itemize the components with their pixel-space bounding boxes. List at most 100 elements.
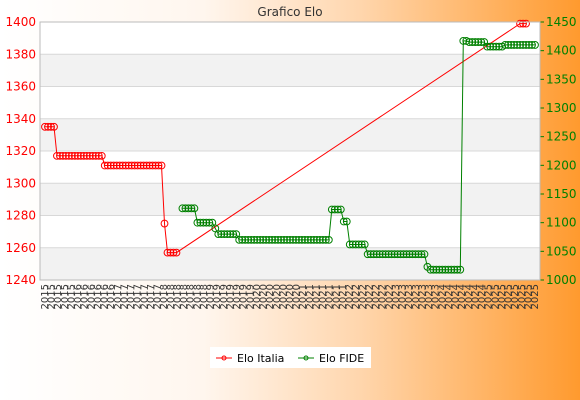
right-tick-label: 1400	[546, 44, 577, 58]
data-point-elo-italia	[41, 122, 49, 131]
data-point-elo-fide	[324, 235, 333, 244]
data-point-elo-fide	[357, 240, 366, 249]
x-tick-label: 2017	[146, 284, 157, 309]
grid-band	[40, 118, 540, 151]
x-tick-label: 2015	[47, 284, 58, 309]
data-point-elo-fide	[315, 235, 324, 244]
x-tick-label: 2018	[186, 284, 197, 309]
data-point-elo-fide	[304, 235, 312, 244]
x-tick-label: 2023	[417, 284, 428, 309]
data-point-elo-fide	[447, 265, 456, 274]
x-tick-label: 2021	[311, 284, 322, 309]
data-point-elo-fide	[336, 205, 345, 214]
data-point-elo-fide	[333, 205, 342, 214]
data-point-elo-fide	[429, 265, 438, 274]
data-point-elo-fide	[262, 235, 270, 244]
x-tick-label: 2016	[93, 284, 104, 309]
x-tick-label: 2022	[364, 284, 375, 309]
x-tick-label: 2021	[325, 284, 336, 309]
data-point-elo-italia	[151, 161, 160, 170]
x-tick-label: 2024	[451, 284, 462, 309]
data-point-elo-italia	[136, 161, 145, 170]
x-tick-label: 2025	[497, 284, 508, 309]
data-point-elo-fide	[438, 265, 447, 274]
data-point-elo-fide	[184, 204, 193, 213]
data-point-elo-fide	[390, 250, 399, 259]
x-tick-label: 2024	[464, 284, 475, 309]
data-point-elo-italia	[142, 161, 151, 170]
grid-band	[40, 22, 540, 55]
data-point-elo-fide	[474, 38, 483, 46]
data-point-elo-italia	[145, 161, 154, 170]
plot-background	[40, 22, 540, 280]
x-tick-label: 2019	[219, 284, 230, 309]
data-point-elo-fide	[321, 235, 330, 244]
data-point-elo-fide	[363, 250, 372, 259]
data-point-elo-fide	[405, 250, 414, 259]
data-point-elo-fide	[199, 218, 208, 227]
x-tick-label: 2018	[192, 284, 203, 309]
x-tick-label: 2022	[358, 284, 369, 309]
data-point-elo-fide	[360, 240, 369, 249]
x-tick-label: 2020	[265, 284, 276, 309]
x-tick-label: 2015	[40, 284, 51, 309]
legend-label-elo-italia: Elo Italia	[237, 352, 284, 365]
data-point-elo-fide	[247, 235, 256, 244]
data-point-elo-fide	[235, 235, 244, 244]
data-point-elo-italia	[79, 151, 88, 160]
x-tick-label: 2024	[457, 284, 468, 309]
data-point-elo-italia	[160, 219, 169, 228]
data-point-elo-fide	[471, 38, 480, 46]
data-point-elo-fide	[402, 250, 411, 259]
data-point-elo-fide	[531, 41, 539, 49]
x-tick-label: 2016	[106, 284, 117, 309]
left-tick-label: 1340	[5, 112, 36, 126]
data-point-elo-fide	[354, 240, 363, 249]
x-tick-label: 2018	[179, 284, 190, 309]
x-tick-label: 2017	[153, 284, 164, 309]
data-point-elo-fide	[241, 235, 250, 244]
data-point-elo-fide	[513, 41, 521, 49]
x-tick-label: 2023	[411, 284, 422, 309]
data-point-elo-fide	[381, 250, 390, 259]
data-point-elo-fide	[348, 240, 357, 249]
x-tick-label: 2019	[225, 284, 236, 309]
x-tick-label: 2016	[100, 284, 111, 309]
x-tick-label: 2020	[285, 284, 296, 309]
data-point-elo-fide	[214, 230, 223, 239]
data-point-elo-fide	[178, 204, 187, 213]
data-point-elo-italia	[121, 161, 130, 170]
x-tick-label: 2017	[133, 284, 144, 309]
left-tick-label: 1260	[5, 241, 36, 255]
grid-band	[40, 86, 540, 119]
left-tick-label: 1300	[5, 176, 36, 190]
grid-band	[40, 151, 540, 184]
data-point-elo-fide	[525, 41, 533, 49]
data-point-elo-fide	[229, 230, 238, 239]
data-point-elo-fide	[393, 250, 402, 259]
data-point-elo-italia	[133, 161, 142, 170]
x-tick-label: 2020	[272, 284, 283, 309]
data-point-elo-italia	[139, 161, 148, 170]
data-point-elo-fide	[292, 235, 300, 244]
data-point-elo-italia	[62, 151, 70, 160]
data-point-elo-italia	[56, 151, 64, 160]
data-point-elo-fide	[238, 235, 247, 244]
x-tick-label: 2017	[126, 284, 137, 309]
left-tick-label: 1280	[5, 209, 36, 223]
x-tick-label: 2015	[60, 284, 71, 309]
data-point-elo-italia	[97, 151, 106, 160]
data-point-elo-italia	[59, 151, 67, 160]
left-tick-label: 1360	[5, 80, 36, 94]
x-tick-label: 2020	[252, 284, 263, 309]
x-tick-label: 2025	[484, 284, 495, 309]
data-point-elo-fide	[271, 235, 279, 244]
data-point-elo-italia	[169, 248, 178, 257]
data-point-elo-fide	[411, 250, 420, 259]
data-point-elo-fide	[339, 217, 348, 226]
data-point-elo-italia	[106, 161, 115, 170]
data-point-elo-italia	[166, 248, 175, 257]
x-tick-label: 2020	[278, 284, 289, 309]
data-point-elo-italia	[70, 151, 79, 160]
data-point-elo-fide	[510, 41, 518, 49]
